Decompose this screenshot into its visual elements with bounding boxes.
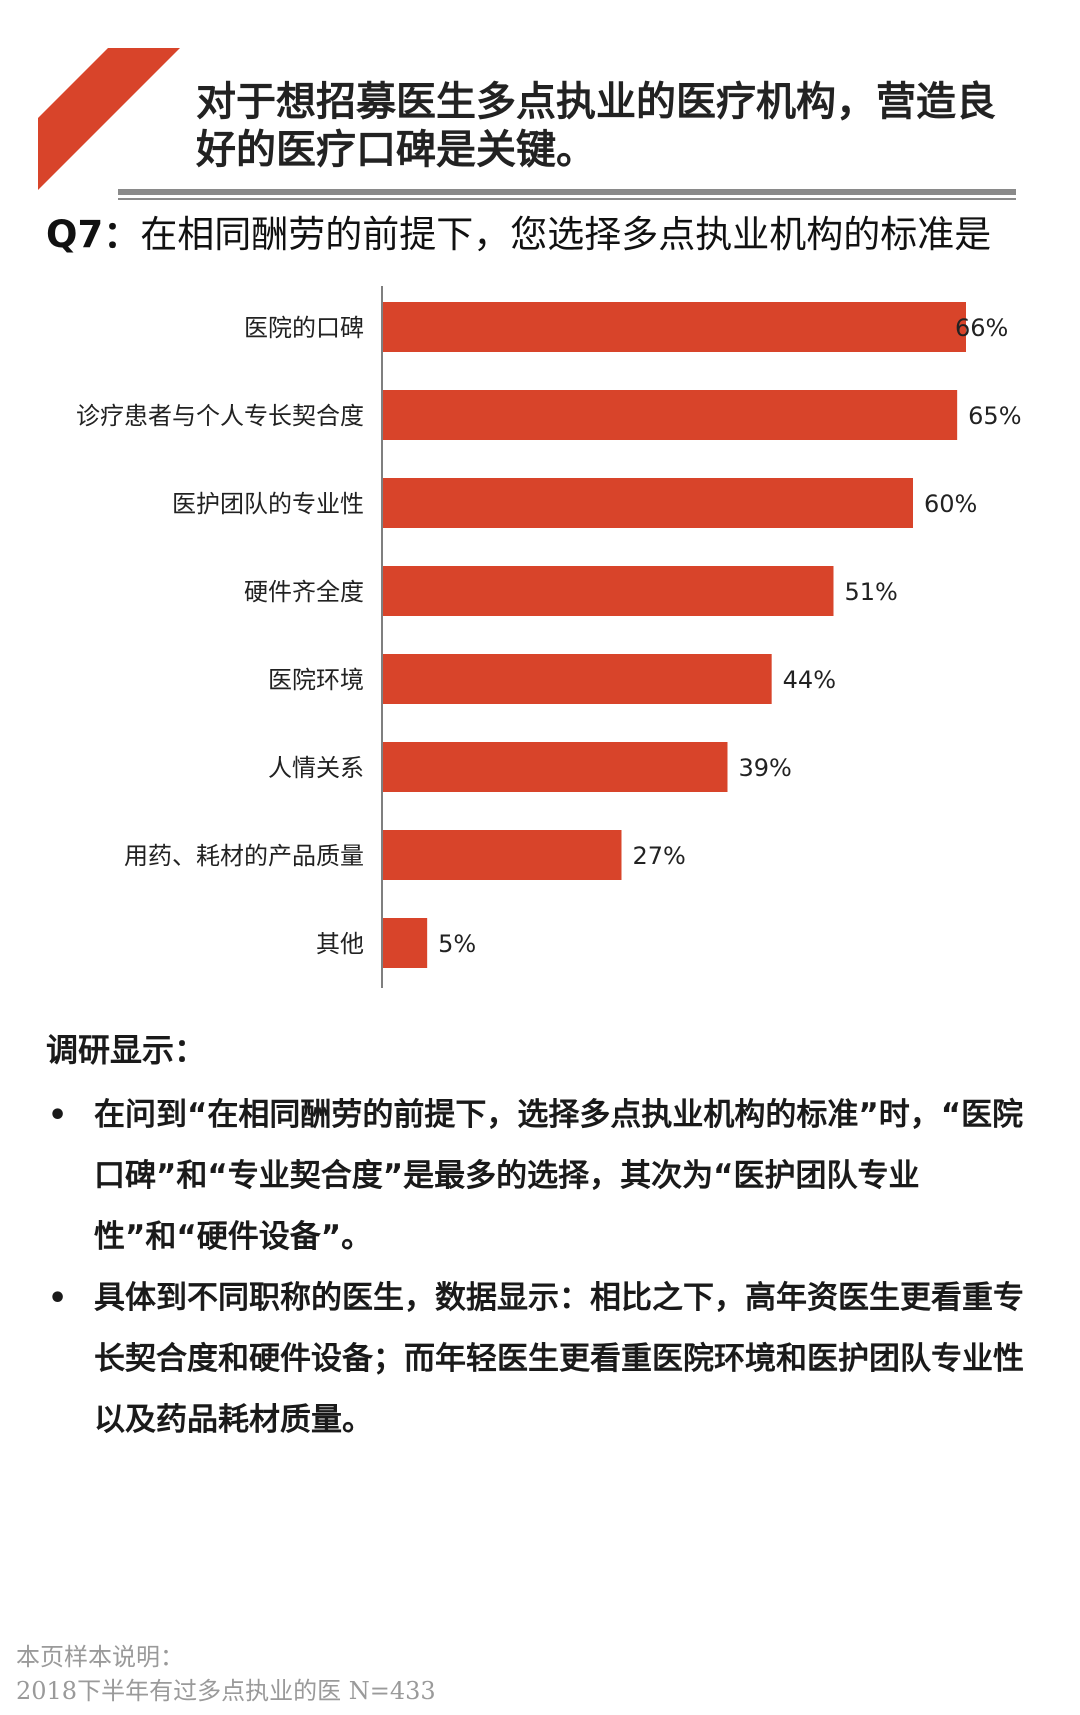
finding-text: 具体到不同职称的医生，数据显示：相比之下，高年资医生更看重专长契合度和硬件设备；…: [94, 1280, 1024, 1438]
header-divider-thin: [118, 198, 1016, 200]
bar-5: [383, 654, 772, 704]
header-divider-thick: [118, 189, 1016, 195]
bar-3: [383, 478, 913, 528]
sample-note-detail: 2018下半年有过多点执业的医 N=433: [16, 1677, 436, 1705]
bar-7: [383, 830, 622, 880]
value-label: 51%: [845, 578, 898, 606]
corner-accent: [38, 48, 180, 190]
page-headline: 对于想招募医生多点执业的医疗机构，营造良好的医疗口碑是关键。: [196, 79, 996, 173]
bullet-dot: •: [48, 1281, 68, 1316]
value-label: 66%: [955, 314, 1008, 342]
value-label: 60%: [924, 490, 977, 518]
category-label: 硬件齐全度: [244, 578, 364, 606]
bar-chart: 医院的口碑 66% 诊疗患者与个人专长契合度 65% 医护团队的专业性 60% 硬件齐全度 5…: [76, 286, 1022, 988]
finding-item: • 具体到不同职称的医生，数据显示：相比之下，高年资医生更看重专长契合度和硬件设…: [46, 1268, 1046, 1451]
bar-1: [383, 302, 966, 352]
corner-accent-shape: [38, 48, 180, 190]
value-label: 27%: [633, 842, 686, 870]
value-label: 44%: [783, 666, 836, 694]
bar-2: [383, 390, 958, 440]
value-label: 65%: [968, 402, 1021, 430]
category-label: 医院的口碑: [244, 314, 364, 342]
category-label: 医护团队的专业性: [172, 490, 364, 518]
question-number: Q7：: [46, 213, 141, 256]
findings-title: 调研显示：: [46, 1031, 207, 1069]
finding-text: 在问到“在相同酬劳的前提下，选择多点执业机构的标准”时，“医院口碑”和“专业契合…: [94, 1097, 1024, 1255]
category-label: 诊疗患者与个人专长契合度: [76, 402, 364, 430]
question-line: Q7：在相同酬劳的前提下，您选择多点执业机构的标准是: [46, 210, 1056, 260]
question-text: 在相同酬劳的前提下，您选择多点执业机构的标准是: [140, 213, 992, 256]
sample-note-title: 本页样本说明：: [16, 1643, 184, 1671]
bar-6: [383, 742, 728, 792]
bar-4: [383, 566, 834, 616]
category-label: 人情关系: [268, 754, 364, 782]
sample-note: 本页样本说明： 2018下半年有过多点执业的医 N=433: [16, 1640, 616, 1708]
category-label: 其他: [316, 930, 364, 958]
value-label: 5%: [438, 930, 476, 958]
category-label: 用药、耗材的产品质量: [124, 842, 364, 870]
bar-8: [383, 918, 428, 968]
bullet-dot: •: [48, 1098, 68, 1133]
findings-list: • 在问到“在相同酬劳的前提下，选择多点执业机构的标准”时，“医院口碑”和“专业…: [46, 1085, 1046, 1451]
category-label: 医院环境: [268, 666, 364, 694]
value-label: 39%: [739, 754, 792, 782]
finding-item: • 在问到“在相同酬劳的前提下，选择多点执业机构的标准”时，“医院口碑”和“专业…: [46, 1085, 1046, 1268]
